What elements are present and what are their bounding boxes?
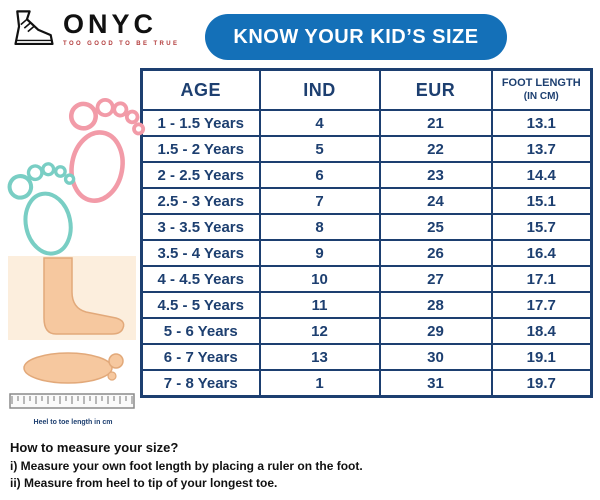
foot-length-cell: 17.1 [490, 265, 593, 293]
leg-side-icon [43, 257, 125, 335]
table-row: 1 - 1.5 Years 4 21 13.1 [140, 109, 593, 137]
ind-cell: 4 [258, 109, 381, 137]
foot-length-cell: 13.7 [490, 135, 593, 163]
age-cell: 6 - 7 Years [140, 343, 261, 371]
ind-cell: 8 [258, 213, 381, 241]
eur-cell: 25 [378, 213, 493, 241]
onyc-logo: ONYC TOO GOOD TO BE TRUE [12, 8, 179, 50]
table-row: 5 - 6 Years 12 29 18.4 [140, 317, 593, 345]
age-cell: 5 - 6 Years [140, 317, 261, 345]
foot-length-cell: 16.4 [490, 239, 593, 267]
age-cell: 7 - 8 Years [140, 369, 261, 398]
logo-tagline: TOO GOOD TO BE TRUE [63, 41, 180, 47]
foot-length-cell: 14.4 [490, 161, 593, 189]
foot-length-cell: 15.1 [490, 187, 593, 215]
eur-cell: 21 [378, 109, 493, 137]
col-header-age: AGE [140, 68, 261, 111]
shoe-logo-icon [12, 8, 56, 50]
foot-top-icon [23, 352, 113, 384]
ind-cell: 1 [258, 369, 381, 398]
eur-cell: 30 [378, 343, 493, 371]
ind-cell: 13 [258, 343, 381, 371]
foot-length-cell: 15.7 [490, 213, 593, 241]
age-cell: 2 - 2.5 Years [140, 161, 261, 189]
illustration-caption: Heel to toe length in cm [33, 419, 113, 426]
table-row: 2.5 - 3 Years 7 24 15.1 [140, 187, 593, 215]
eur-cell: 29 [378, 317, 493, 345]
ind-cell: 12 [258, 317, 381, 345]
logo-name: ONYC [63, 9, 158, 39]
table-row: 7 - 8 Years 1 31 19.7 [140, 369, 593, 398]
instruction-step-2: ii) Measure from heel to tip of your lon… [10, 476, 278, 490]
eur-cell: 24 [378, 187, 493, 215]
table-row: 3 - 3.5 Years 8 25 15.7 [140, 213, 593, 241]
foot-length-cell: 13.1 [490, 109, 593, 137]
ind-cell: 11 [258, 291, 381, 319]
table-row: 1.5 - 2 Years 5 22 13.7 [140, 135, 593, 163]
eur-cell: 26 [378, 239, 493, 267]
eur-cell: 27 [378, 265, 493, 293]
age-cell: 2.5 - 3 Years [140, 187, 261, 215]
age-cell: 4.5 - 5 Years [140, 291, 261, 319]
age-cell: 3 - 3.5 Years [140, 213, 261, 241]
foot-length-cell: 17.7 [490, 291, 593, 319]
col-header-foot-length: FOOT LENGTH (IN CM) [490, 68, 593, 111]
ind-cell: 6 [258, 161, 381, 189]
table-row: 3.5 - 4 Years 9 26 16.4 [140, 239, 593, 267]
age-cell: 1 - 1.5 Years [140, 109, 261, 137]
table-header-row: AGE IND EUR FOOT LENGTH (IN CM) [140, 68, 593, 111]
eur-cell: 23 [378, 161, 493, 189]
table-row: 4.5 - 5 Years 11 28 17.7 [140, 291, 593, 319]
foot-length-cell: 19.1 [490, 343, 593, 371]
age-cell: 4 - 4.5 Years [140, 265, 261, 293]
eur-cell: 28 [378, 291, 493, 319]
col-header-eur: EUR [378, 68, 493, 111]
ind-cell: 9 [258, 239, 381, 267]
size-table-body: 1 - 1.5 Years 4 21 13.1 1.5 - 2 Years 5 22 13.7… [140, 109, 593, 398]
ind-cell: 7 [258, 187, 381, 215]
age-cell: 3.5 - 4 Years [140, 239, 261, 267]
col-header-ind: IND [258, 68, 381, 111]
eur-cell: 31 [378, 369, 493, 398]
size-banner: KNOW YOUR KID’S SIZE [205, 14, 507, 60]
instruction-step-1: i) Measure your own foot length by placi… [10, 459, 363, 473]
table-row: 2 - 2.5 Years 6 23 14.4 [140, 161, 593, 189]
foot-measure-illustration: Heel to toe length in cm [8, 256, 138, 426]
footprint-teal-icon [0, 151, 92, 266]
ruler-icon [9, 393, 135, 409]
age-cell: 1.5 - 2 Years [140, 135, 261, 163]
footprint-pink-icon [49, 86, 152, 215]
table-row: 6 - 7 Years 13 30 19.1 [140, 343, 593, 371]
size-table: AGE IND EUR FOOT LENGTH (IN CM) 1 - 1.5 … [140, 68, 593, 398]
foot-length-cell: 19.7 [490, 369, 593, 398]
instructions-title: How to measure your size? [10, 440, 179, 455]
ind-cell: 10 [258, 265, 381, 293]
ind-cell: 5 [258, 135, 381, 163]
table-row: 4 - 4.5 Years 10 27 17.1 [140, 265, 593, 293]
banner-title: KNOW YOUR KID’S SIZE [233, 25, 479, 48]
foot-length-cell: 18.4 [490, 317, 593, 345]
instructions: How to measure your size? i) Measure you… [10, 440, 363, 493]
eur-cell: 22 [378, 135, 493, 163]
